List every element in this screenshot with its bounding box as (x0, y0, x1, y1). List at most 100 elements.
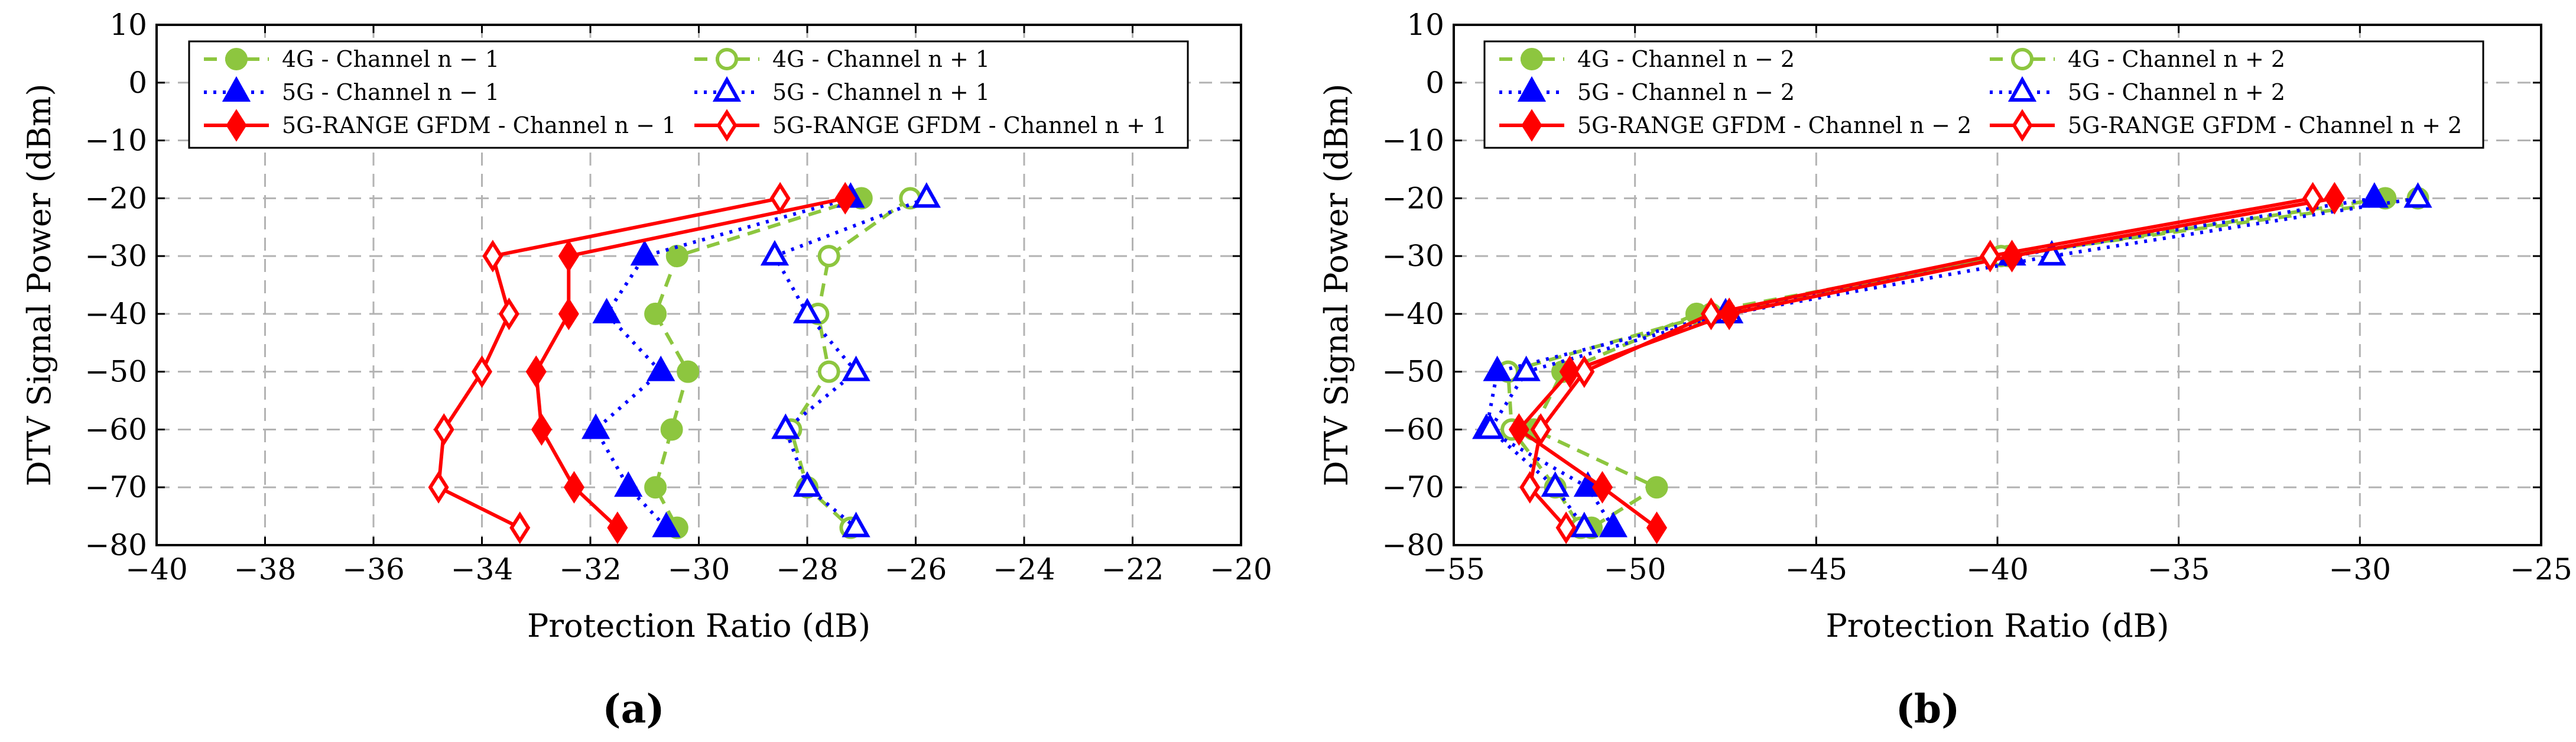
data-point (834, 182, 856, 215)
y-axis-label: DTV Signal Power (dBm) (1318, 83, 1355, 486)
legend-label: 4G - Channel n + 1 (772, 46, 990, 72)
data-point (1559, 355, 1580, 388)
legend-marker (226, 109, 247, 142)
x-axis-label: Protection Ratio (dB) (527, 607, 870, 644)
data-point (792, 471, 822, 497)
x-axis-label: Protection Ratio (dB) (1825, 607, 2169, 644)
data-point (817, 360, 840, 383)
data-point (509, 511, 531, 545)
y-tick-label: −80 (1382, 528, 1444, 562)
series-line (1506, 196, 2418, 529)
legend-box (1483, 40, 2484, 149)
legend-box (188, 40, 1189, 149)
data-point (2403, 182, 2432, 208)
data-point (1530, 413, 1551, 446)
data-point (428, 471, 449, 504)
y-tick-label: 10 (109, 8, 147, 42)
data-point (1573, 471, 1603, 497)
data-point (760, 239, 790, 266)
chart-panel-a: −40 −38 −36 −34 −32 −30 −28 −26 −24 −22 −20 10 0 −10 −… (21, 8, 1272, 732)
x-tick-label: −30 (668, 552, 730, 587)
data-point (1555, 511, 1577, 545)
data-point (912, 182, 941, 208)
data-point (1476, 413, 1505, 439)
legend-marker (1521, 109, 1542, 142)
legend-label: 5G-RANGE GFDM - Channel n − 2 (1577, 112, 1971, 138)
data-point (558, 297, 579, 331)
series-4g-channel-n-2 (1522, 187, 2397, 539)
series-line (1484, 196, 2375, 529)
y-tick-label: −10 (85, 124, 147, 158)
x-tick-label: −25 (2510, 552, 2572, 587)
legend-marker (1521, 48, 1543, 70)
legend-label: 5G - Channel n + 2 (2068, 79, 2285, 105)
legend: 4G - Channel n − 2 5G - Channel n − 2 5G-R… (1483, 40, 2484, 149)
data-point (647, 355, 675, 381)
x-tick-label: −30 (2329, 552, 2392, 587)
x-tick-label: −40 (1966, 552, 2029, 587)
series-line (772, 196, 927, 529)
legend-marker (712, 76, 742, 102)
panel-label: (b) (1896, 686, 1960, 732)
panel-label: (a) (602, 686, 664, 732)
chart-panel-b: −55 −50 −45 −40 −35 −30 −25 10 0 −10 −20 −30 −40 −50 −… (1318, 8, 2572, 732)
legend-label: 5G-RANGE GFDM - Channel n + 1 (772, 112, 1167, 138)
series-line (1528, 196, 2314, 529)
y-axis-label: DTV Signal Power (dBm) (21, 83, 58, 486)
data-point (1574, 355, 1595, 388)
legend-label: 5G-RANGE GFDM - Channel n + 2 (2068, 112, 2462, 138)
y-tick-label: −70 (1382, 470, 1444, 504)
data-point (1541, 471, 1570, 497)
data-point (2360, 182, 2389, 208)
data-point (1591, 471, 1613, 504)
legend-label: 4G - Channel n − 2 (1577, 46, 1795, 72)
legend-marker (716, 109, 738, 142)
legend-label: 5G - Channel n − 1 (282, 79, 499, 105)
series-5g-range-gfdm-channel-n-2 (1519, 182, 2324, 545)
x-tick-label: −20 (1210, 552, 1272, 587)
series-5g-channel-n-2 (1476, 182, 2432, 537)
series-line (1488, 196, 2418, 529)
data-point (630, 239, 659, 266)
data-point (1519, 471, 1541, 504)
legend-marker (1517, 76, 1547, 102)
data-point (582, 413, 610, 439)
legend-marker (222, 76, 251, 102)
y-tick-label: −30 (85, 239, 147, 273)
legend-label: 5G - Channel n + 1 (772, 79, 990, 105)
data-point (842, 511, 870, 537)
x-tick-label: −32 (559, 552, 622, 587)
y-tick-label: −40 (1382, 297, 1444, 331)
data-point (660, 418, 683, 441)
data-point (2037, 239, 2067, 266)
data-point (433, 413, 454, 446)
x-tick-label: −28 (776, 552, 839, 587)
x-tick-label: −26 (885, 552, 947, 587)
x-tick-label: −55 (1422, 552, 1485, 587)
legend-label: 4G - Channel n + 2 (2068, 46, 2285, 72)
data-point (1700, 297, 1722, 331)
data-point (1599, 511, 1628, 537)
data-point (817, 245, 840, 268)
y-tick-label: −80 (85, 528, 147, 562)
data-point (558, 239, 579, 273)
y-tick-label: −70 (85, 470, 147, 504)
x-tick-label: −22 (1102, 552, 1164, 587)
data-point (2302, 182, 2324, 215)
data-point (644, 302, 667, 325)
data-point (665, 245, 688, 268)
x-tick-label: −45 (1785, 552, 1848, 587)
data-point (525, 355, 547, 388)
series-4g-channel-n-1 (644, 187, 873, 539)
x-tick-label: −40 (125, 552, 188, 587)
data-point (1646, 511, 1668, 545)
y-tick-label: −50 (85, 355, 147, 389)
legend-marker (2011, 48, 2033, 70)
y-tick-label: −60 (1382, 412, 1444, 446)
plot-frame (155, 24, 1242, 546)
legend-marker (716, 48, 738, 70)
x-tick-label: −38 (234, 552, 297, 587)
data-point (1508, 413, 1529, 446)
series-5g-range-gfdm-channel-n-1 (525, 182, 856, 545)
